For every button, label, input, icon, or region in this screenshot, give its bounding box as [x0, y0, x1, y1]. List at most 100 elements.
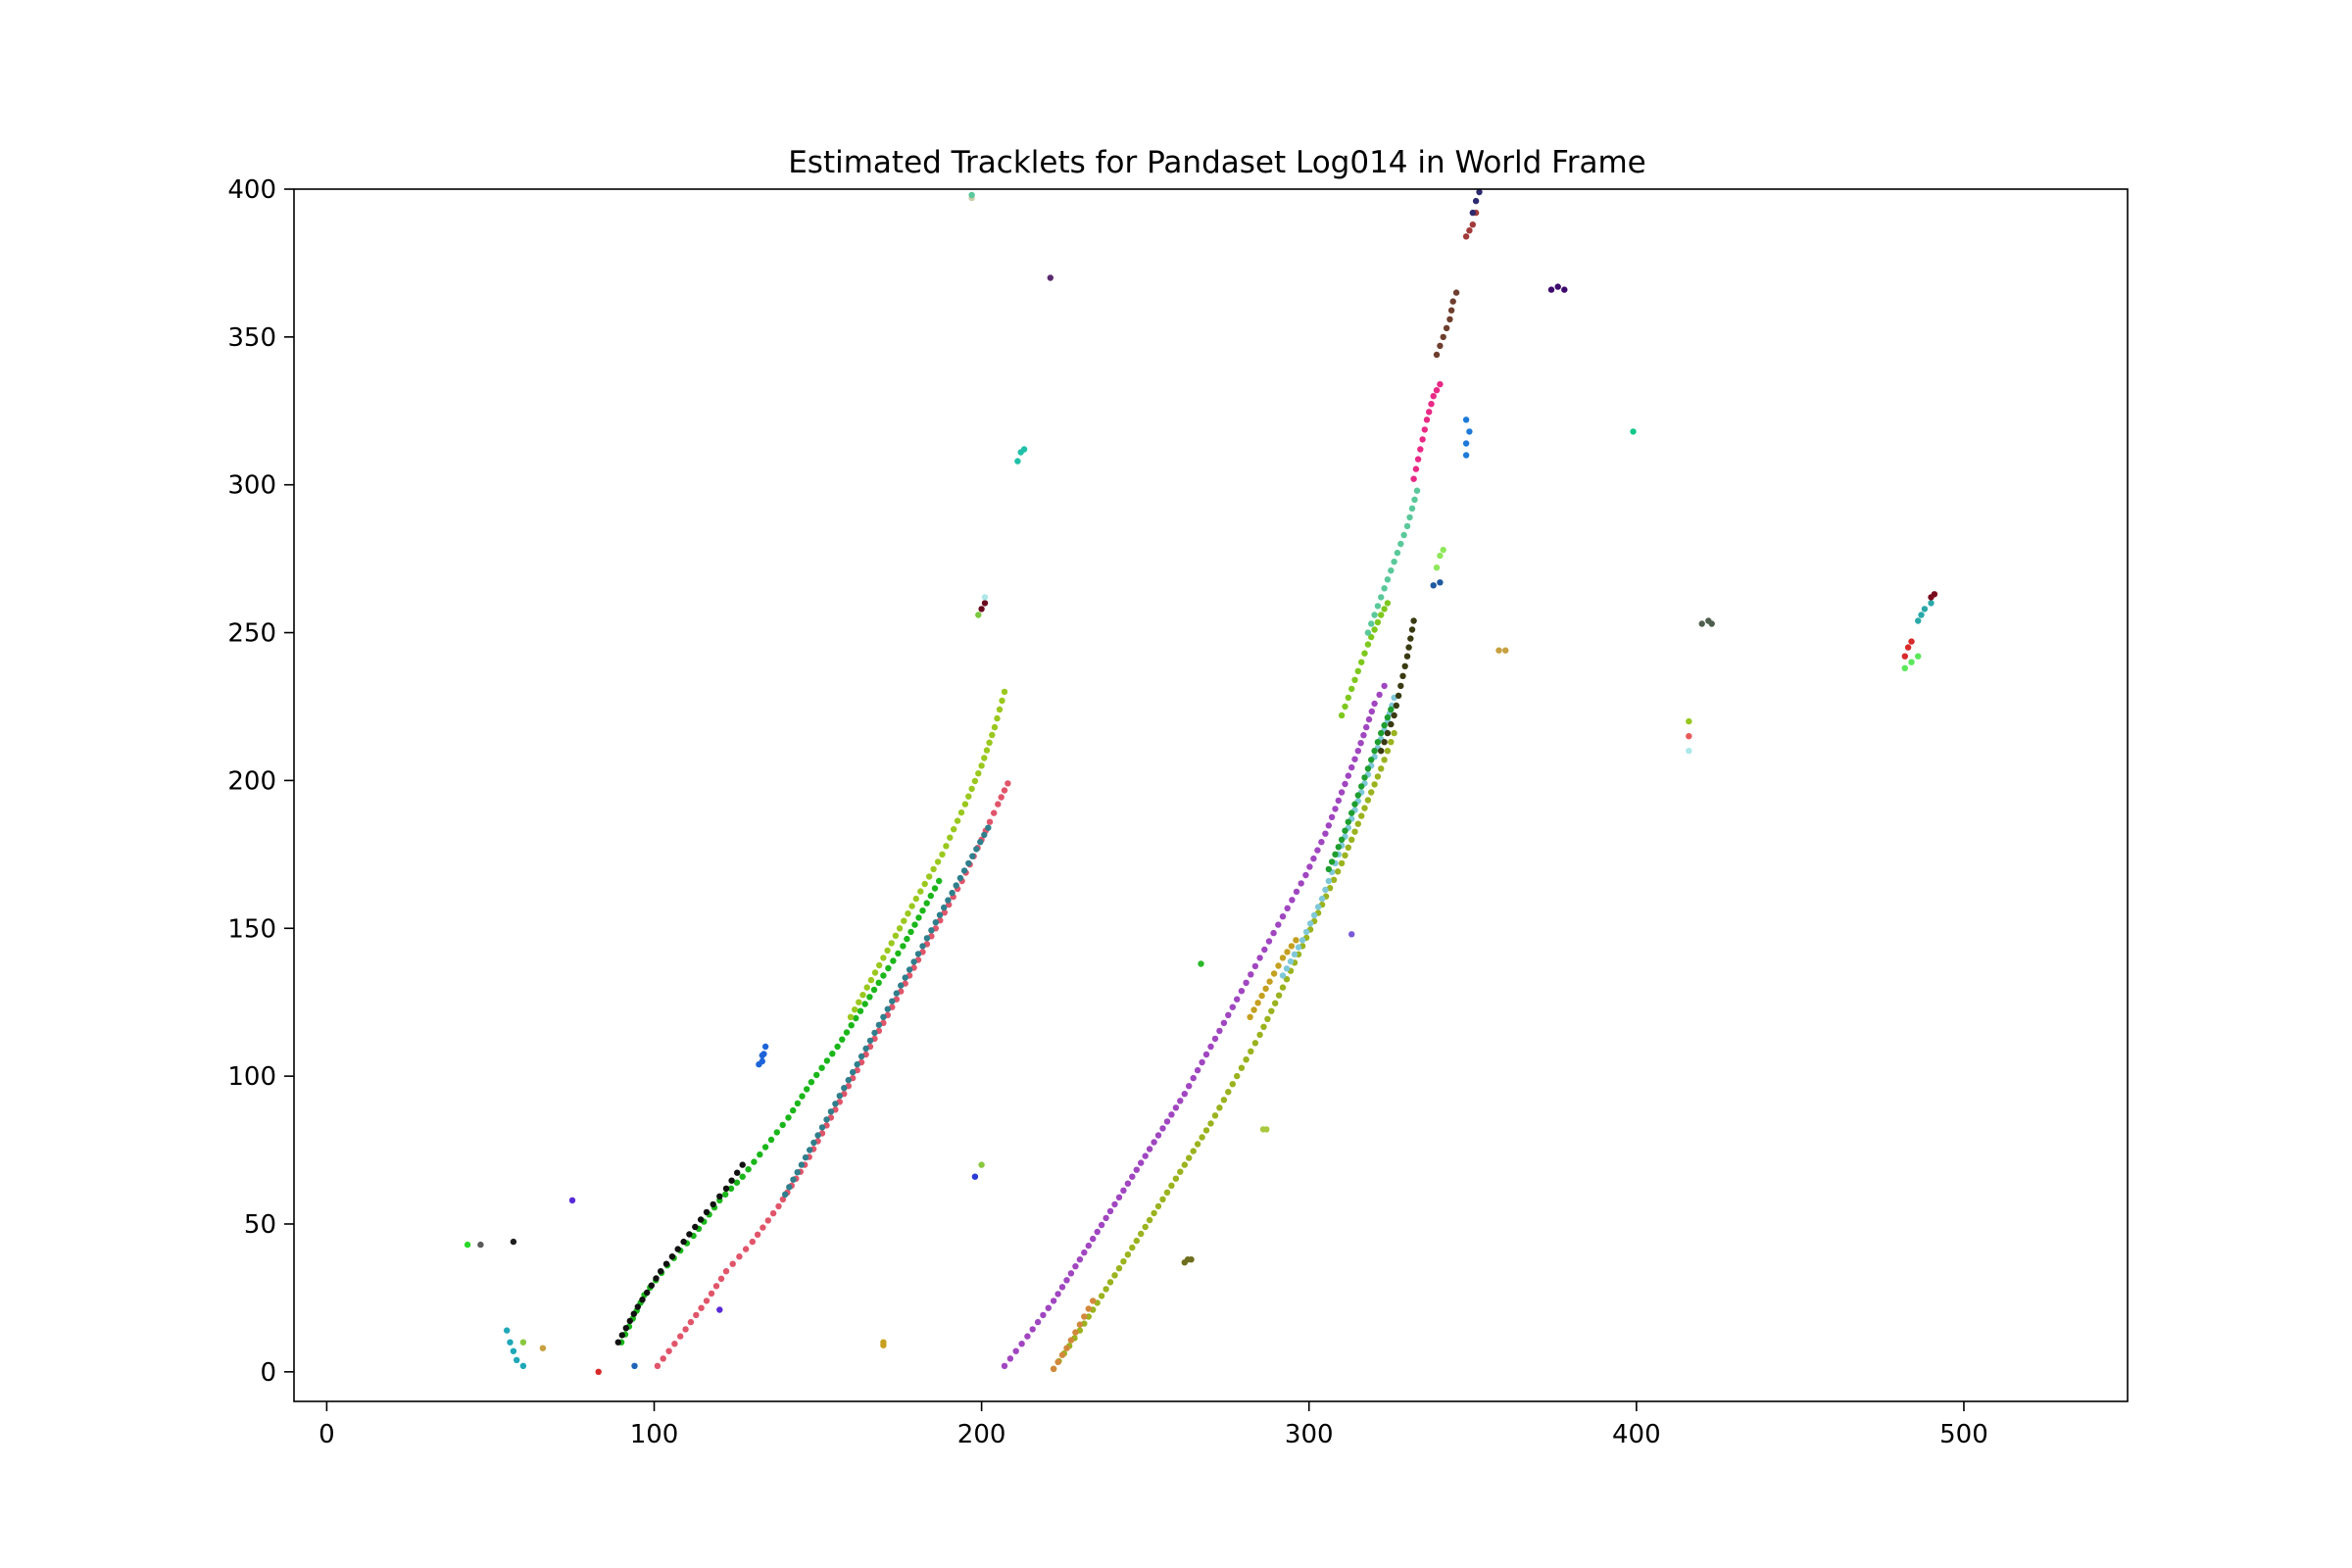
- tracklet-series: [519, 1339, 527, 1346]
- tracklet-point: [734, 1169, 741, 1176]
- tracklet-point: [1395, 692, 1402, 700]
- tracklet-point: [1502, 647, 1509, 654]
- tracklet-point: [941, 904, 948, 911]
- tracklet-point: [1194, 1066, 1201, 1074]
- tracklet-point: [1397, 540, 1404, 548]
- tracklet-point: [965, 793, 972, 800]
- tracklet-point: [1411, 496, 1418, 503]
- tracklet-point: [1234, 996, 1241, 1003]
- tracklet-point: [1298, 880, 1304, 887]
- tracklet-point: [1354, 667, 1362, 674]
- tracklet-point: [1348, 836, 1355, 843]
- tracklet-point: [1293, 937, 1299, 944]
- tracklet-point: [1378, 729, 1385, 737]
- tracklet-point: [1314, 847, 1321, 854]
- tracklet-point: [618, 1332, 625, 1339]
- tracklet-point: [634, 1303, 641, 1310]
- tracklet-point: [1014, 458, 1021, 465]
- tracklet-point: [1391, 559, 1397, 565]
- tracklet-point: [722, 1268, 730, 1275]
- tracklet-point: [1142, 1152, 1149, 1159]
- tracklet-point: [1338, 836, 1346, 843]
- tracklet-point: [1024, 1333, 1031, 1340]
- tracklet-point: [1261, 946, 1268, 954]
- tracklet-point: [1207, 1120, 1214, 1127]
- tracklet-point: [1338, 859, 1346, 867]
- tracklet-point: [930, 865, 937, 873]
- tracklet-point: [1399, 672, 1406, 679]
- tracklet-point: [1406, 514, 1413, 521]
- tracklet-point: [917, 888, 924, 895]
- tracklet-series: [510, 1238, 517, 1246]
- tracklet-point: [971, 777, 979, 785]
- tracklet-point: [1029, 1326, 1036, 1333]
- tracklet-series: [847, 688, 1008, 1021]
- tracklet-point: [1190, 1148, 1197, 1154]
- tracklet-point: [994, 714, 1001, 722]
- tracklet-point: [1151, 1209, 1157, 1217]
- tracklet-point: [1426, 409, 1433, 416]
- tracklet-point: [595, 1368, 602, 1376]
- tracklet-point: [1168, 1111, 1175, 1118]
- tracklet-point: [687, 1318, 695, 1326]
- tracklet-point: [1338, 789, 1346, 796]
- tracklet-point: [1686, 748, 1692, 755]
- tracklet-point: [736, 1253, 743, 1260]
- tracklet-point: [722, 1185, 730, 1193]
- tracklet-point: [1452, 289, 1460, 296]
- tracklet-point: [1124, 1251, 1132, 1258]
- tracklet-point: [665, 1348, 672, 1354]
- tracklet-point: [1908, 638, 1915, 645]
- tracklet-point: [985, 824, 992, 831]
- tracklet-point: [1199, 1134, 1205, 1141]
- x-tick-label: 0: [318, 1420, 335, 1449]
- tracklet-series: [1901, 638, 1915, 660]
- tracklet-series: [1047, 274, 1054, 281]
- tracklet-series: [477, 1241, 484, 1249]
- tracklet-point: [911, 921, 918, 928]
- tracklet-series: [1430, 579, 1444, 589]
- tracklet-point: [880, 955, 887, 961]
- tracklet-point: [1428, 401, 1435, 408]
- tracklet-point: [807, 1147, 813, 1153]
- tracklet-series: [617, 877, 943, 1346]
- tracklet-point: [1708, 620, 1715, 627]
- tracklet-point: [1381, 757, 1388, 763]
- tracklet-point: [1207, 1043, 1214, 1051]
- tracklet-point: [923, 935, 931, 942]
- tracklet-point: [1275, 992, 1283, 999]
- tracklet-point: [893, 990, 900, 997]
- tracklet-point: [1357, 740, 1364, 747]
- tracklet-point: [686, 1231, 693, 1238]
- tracklet-point: [914, 951, 922, 957]
- x-axis: 0 100 200 300 400 500: [318, 1401, 1988, 1449]
- tracklet-point: [1188, 1256, 1195, 1263]
- tracklet-point: [1058, 1284, 1066, 1291]
- tracklet-point: [1374, 773, 1382, 780]
- tracklet-point: [1391, 711, 1397, 719]
- tracklet-point: [1256, 1031, 1263, 1039]
- tracklet-point: [1322, 886, 1329, 894]
- tracklet-point: [971, 1173, 979, 1180]
- tracklet-point: [510, 1238, 517, 1246]
- tracklet-point: [716, 1306, 723, 1313]
- tracklet-point: [1403, 522, 1411, 530]
- tracklet-point: [1915, 653, 1922, 660]
- tracklet-point: [767, 1136, 775, 1144]
- tracklet-point: [852, 1006, 858, 1013]
- tracklet-point: [934, 858, 942, 865]
- tracklet-point: [1202, 1127, 1210, 1134]
- tracklet-point: [680, 1238, 687, 1246]
- x-tick-label: 200: [957, 1420, 1006, 1449]
- tracklet-point: [1462, 440, 1470, 447]
- tracklet-series: [1348, 931, 1355, 938]
- tracklet-point: [739, 1173, 746, 1180]
- tracklet-point: [808, 1079, 815, 1086]
- tracklet-point: [1384, 729, 1392, 737]
- tracklet-point: [895, 950, 902, 957]
- tracklet-point: [1495, 647, 1502, 654]
- tracklet-point: [989, 731, 996, 739]
- tracklet-point: [1901, 653, 1909, 660]
- tracklet-point: [1216, 1027, 1223, 1035]
- tracklet-point: [773, 1129, 780, 1136]
